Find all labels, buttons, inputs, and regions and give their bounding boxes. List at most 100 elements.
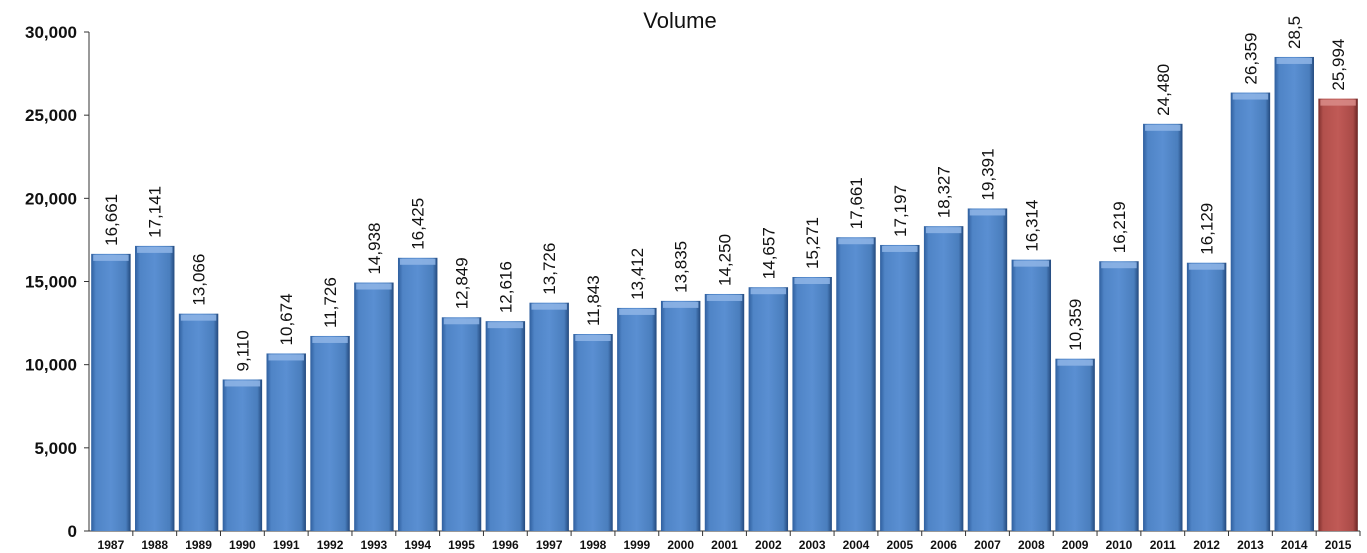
- bar-2013: [1230, 92, 1271, 532]
- bar-bevel: [224, 380, 261, 387]
- data-label: 15,271: [803, 217, 822, 269]
- x-tick-label: 2000: [667, 538, 694, 552]
- x-tick-label: 1988: [141, 538, 168, 552]
- y-tick-label: 20,000: [25, 189, 77, 208]
- x-tick-label: 2007: [974, 538, 1001, 552]
- data-label: 25,994: [1329, 39, 1348, 91]
- x-tick-label: 1992: [317, 538, 344, 552]
- bar-2007: [967, 208, 1008, 532]
- bar-1988: [135, 245, 175, 531]
- y-tick-label: 15,000: [25, 273, 77, 292]
- bar-2002: [748, 287, 789, 531]
- x-tick-label: 2008: [1018, 538, 1045, 552]
- bar-bevel: [1101, 262, 1137, 269]
- bar-bevel: [268, 354, 304, 361]
- data-label: 18,327: [935, 166, 954, 218]
- bar-2012: [1186, 262, 1227, 531]
- bar-bevel: [399, 258, 436, 265]
- x-tick-label: 2011: [1150, 538, 1176, 552]
- x-tick-label: 2005: [886, 538, 913, 552]
- x-tick-label: 1997: [536, 538, 563, 552]
- bar-1987: [91, 253, 131, 531]
- bar-2009: [1055, 358, 1095, 531]
- data-label: 14,938: [365, 223, 384, 275]
- x-tick-label: 2003: [799, 538, 826, 552]
- data-label: 16,425: [409, 198, 428, 250]
- bar-1996: [485, 321, 526, 531]
- y-axis-ticks: 0 5,000 10,000 15,000 20,000 25,000 30,000: [25, 23, 89, 541]
- data-label: 17,197: [891, 185, 910, 237]
- bar-bevel: [1057, 359, 1093, 366]
- bar-bevel: [1188, 263, 1225, 270]
- y-tick-label: 25,000: [25, 106, 77, 125]
- bar-bevel: [794, 277, 830, 284]
- bar-1992: [310, 335, 350, 531]
- x-tick-label: 2004: [843, 538, 870, 552]
- bar-bevel: [1232, 93, 1269, 100]
- y-tick-label: 5,000: [34, 439, 77, 458]
- data-label: 11,726: [321, 277, 340, 328]
- bar-2003: [792, 276, 832, 531]
- data-label: 12,849: [453, 257, 472, 309]
- bar-2011: [1143, 123, 1183, 531]
- bars-group: [91, 56, 1358, 532]
- data-label: 26,359: [1241, 33, 1260, 85]
- x-tick-label: 2015: [1325, 538, 1352, 552]
- data-label: 14,250: [716, 234, 735, 286]
- x-tick-label: 1991: [273, 538, 300, 552]
- bar-bevel: [356, 283, 392, 290]
- x-tick-label: 1995: [448, 538, 475, 552]
- bar-1994: [397, 257, 438, 531]
- x-tick-label: 2013: [1237, 538, 1264, 552]
- bar-bevel: [662, 301, 699, 308]
- x-axis-ticks: 1987 1988 1989 1990 1991 1992 1993 1994 1995 1996…: [98, 531, 1361, 552]
- x-tick-label: 2012: [1193, 538, 1220, 552]
- bar-2010: [1099, 261, 1139, 531]
- bar-bevel: [1320, 99, 1356, 106]
- data-label: 10,359: [1066, 299, 1085, 351]
- data-label: 13,835: [672, 241, 691, 293]
- y-tick-label: 30,000: [25, 23, 77, 42]
- data-label: 17,141: [146, 186, 165, 238]
- bar-2014: [1274, 56, 1314, 531]
- y-tick-label: 10,000: [25, 356, 77, 375]
- x-tick-label: 1998: [580, 538, 607, 552]
- data-label: 19,391: [978, 148, 997, 200]
- bar-bevel: [706, 294, 743, 301]
- bar-bevel: [619, 308, 655, 315]
- bar-1995: [441, 317, 482, 531]
- bar-bevel: [838, 238, 874, 245]
- data-label: 11,843: [584, 275, 603, 326]
- data-label: 28,5: [1285, 16, 1304, 49]
- bar-bevel: [1276, 57, 1312, 64]
- bar-bevel: [969, 209, 1006, 216]
- bar-bevel: [93, 254, 129, 261]
- x-tick-label: 1987: [98, 538, 125, 552]
- data-label: 13,066: [190, 254, 209, 306]
- data-label: 10,674: [277, 293, 296, 345]
- bar-2001: [704, 293, 745, 531]
- data-label: 12,616: [496, 261, 515, 313]
- bar-1991: [266, 353, 306, 531]
- bar-bevel: [925, 227, 962, 234]
- bar-1997: [529, 302, 569, 531]
- x-tick-label: 1996: [492, 538, 519, 552]
- bar-bevel: [137, 246, 173, 253]
- x-tick-label: 2010: [1106, 538, 1133, 552]
- bar-2008: [1011, 259, 1052, 531]
- bar-1993: [354, 282, 394, 531]
- x-tick-label: 1990: [229, 538, 256, 552]
- data-label: 16,219: [1110, 201, 1129, 253]
- bar-bevel: [1145, 124, 1181, 131]
- bar-2005: [880, 244, 920, 531]
- bar-bevel: [487, 322, 524, 329]
- bar-1989: [178, 313, 219, 531]
- bar-bevel: [750, 288, 787, 295]
- data-label: 17,661: [847, 177, 866, 229]
- bar-2006: [923, 226, 964, 532]
- x-tick-label: 2009: [1062, 538, 1089, 552]
- data-label: 24,480: [1154, 64, 1173, 116]
- bar-1998: [573, 334, 613, 531]
- data-label: 13,412: [628, 248, 647, 300]
